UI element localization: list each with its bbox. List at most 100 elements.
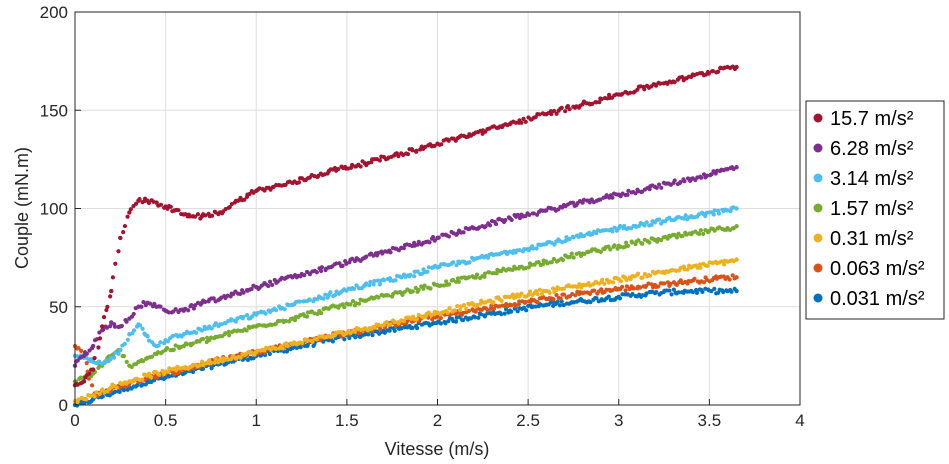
data-point [491,300,496,305]
data-point [581,233,587,239]
data-point [200,366,206,372]
data-point [537,287,542,292]
data-point [74,403,80,408]
data-point [244,313,250,318]
data-point [414,325,420,331]
data-point [280,346,285,351]
data-point [679,74,685,80]
data-point [114,385,119,390]
data-point [587,200,592,205]
data-point [701,280,707,285]
data-point [173,307,178,312]
data-point [455,303,460,309]
data-point [620,284,625,289]
data-point [715,69,721,74]
data-point [438,316,443,321]
data-point [694,290,700,295]
data-point [393,278,398,283]
data-point [734,275,739,280]
x-tick-label: 2 [433,411,442,430]
data-point [321,296,326,301]
data-point [671,287,676,292]
data-point [509,309,514,314]
data-point [396,321,401,326]
data-point [610,288,615,293]
data-point [307,297,312,302]
data-point [241,314,246,320]
legend-marker [813,263,823,273]
x-tick-label: 4 [795,411,804,430]
data-point [696,212,702,217]
data-point [657,217,662,222]
data-point [298,345,303,350]
data-point [166,310,172,315]
data-point [662,281,667,286]
data-point [425,269,430,274]
data-point [676,290,681,295]
data-point [599,287,604,292]
data-point [212,360,217,365]
data-point [466,275,472,280]
data-point [658,81,663,86]
data-point [488,306,493,311]
data-point [422,283,427,288]
data-point [99,324,105,329]
data-point [352,329,357,334]
data-point [191,306,196,311]
data-point [667,288,672,293]
data-point [682,267,687,272]
data-point [561,286,566,291]
data-point [209,366,214,371]
data-point [267,351,272,357]
data-point [456,279,461,284]
data-point [531,246,536,251]
data-point [461,303,467,308]
data-point [517,299,522,304]
data-point [656,182,662,187]
data-point [127,210,132,215]
y-tick-label: 0 [59,396,68,415]
data-point [519,291,524,296]
data-point [104,325,110,330]
data-point [238,291,243,297]
data-point [170,333,176,338]
data-point [79,348,84,353]
data-point [612,225,617,230]
x-tick-label: 0.5 [154,411,178,430]
data-point [133,201,139,206]
data-point [515,212,520,218]
data-point [90,343,96,349]
data-point [646,281,651,286]
series-2 [72,205,739,366]
data-point [147,371,152,376]
data-point [531,211,536,216]
data-point [654,185,659,190]
data-point [535,292,540,297]
data-point [654,290,659,295]
data-point [340,263,345,268]
data-point [432,238,437,243]
data-point [624,284,630,289]
data-point [124,319,129,324]
data-point [147,301,153,306]
data-point [111,355,117,360]
series-4 [72,257,739,405]
data-point [84,351,89,356]
data-point [716,211,722,216]
data-point [314,337,319,342]
data-point [87,371,92,376]
data-point [156,372,162,377]
data-point [594,296,599,301]
data-point [554,111,559,116]
legend-box [805,100,945,320]
data-point [249,286,254,292]
data-point [428,286,433,291]
data-point [618,223,623,229]
data-point [392,319,397,325]
data-point [482,314,488,319]
data-point [105,304,110,309]
data-point [76,346,81,351]
data-point [410,289,415,294]
data-point [414,317,420,322]
data-point [364,254,369,259]
